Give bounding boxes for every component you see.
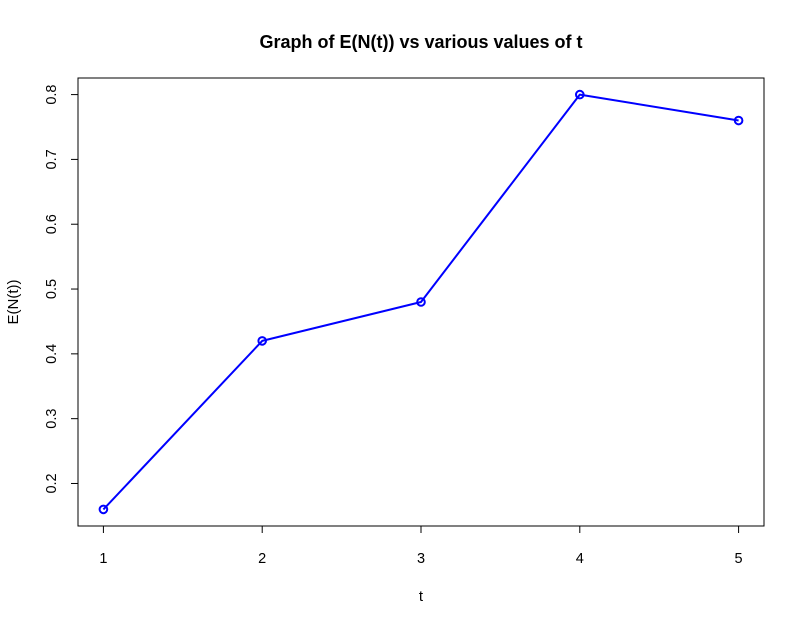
y-axis-label: E(N(t)) (5, 280, 22, 325)
x-tick-label: 5 (735, 551, 743, 567)
data-point (257, 336, 268, 346)
data-point (574, 89, 585, 100)
x-tick-label: 1 (99, 551, 107, 567)
y-tick-label: 0.7 (44, 149, 60, 169)
x-tick-label: 4 (576, 551, 584, 567)
x-tick-label: 2 (258, 551, 266, 567)
x-axis: 1 2 3 4 5 (99, 525, 743, 567)
y-axis: 0.2 0.3 0.4 0.5 0.6 0.7 0.8 (44, 85, 79, 494)
x-axis-label: t (419, 588, 424, 605)
chart-title: Graph of E(N(t)) vs various values of t (259, 32, 582, 52)
x-tick-label: 3 (417, 551, 425, 567)
series-line (102, 93, 739, 511)
data-point (98, 504, 109, 515)
data-point (733, 115, 744, 126)
y-tick-label: 0.4 (44, 344, 60, 364)
y-tick-label: 0.3 (44, 409, 60, 429)
y-tick-label: 0.2 (44, 473, 60, 493)
y-tick-label: 0.5 (44, 279, 60, 299)
y-tick-label: 0.6 (44, 214, 60, 234)
series-layer (98, 89, 744, 515)
data-point (416, 297, 426, 307)
y-tick-label: 0.8 (44, 85, 60, 105)
